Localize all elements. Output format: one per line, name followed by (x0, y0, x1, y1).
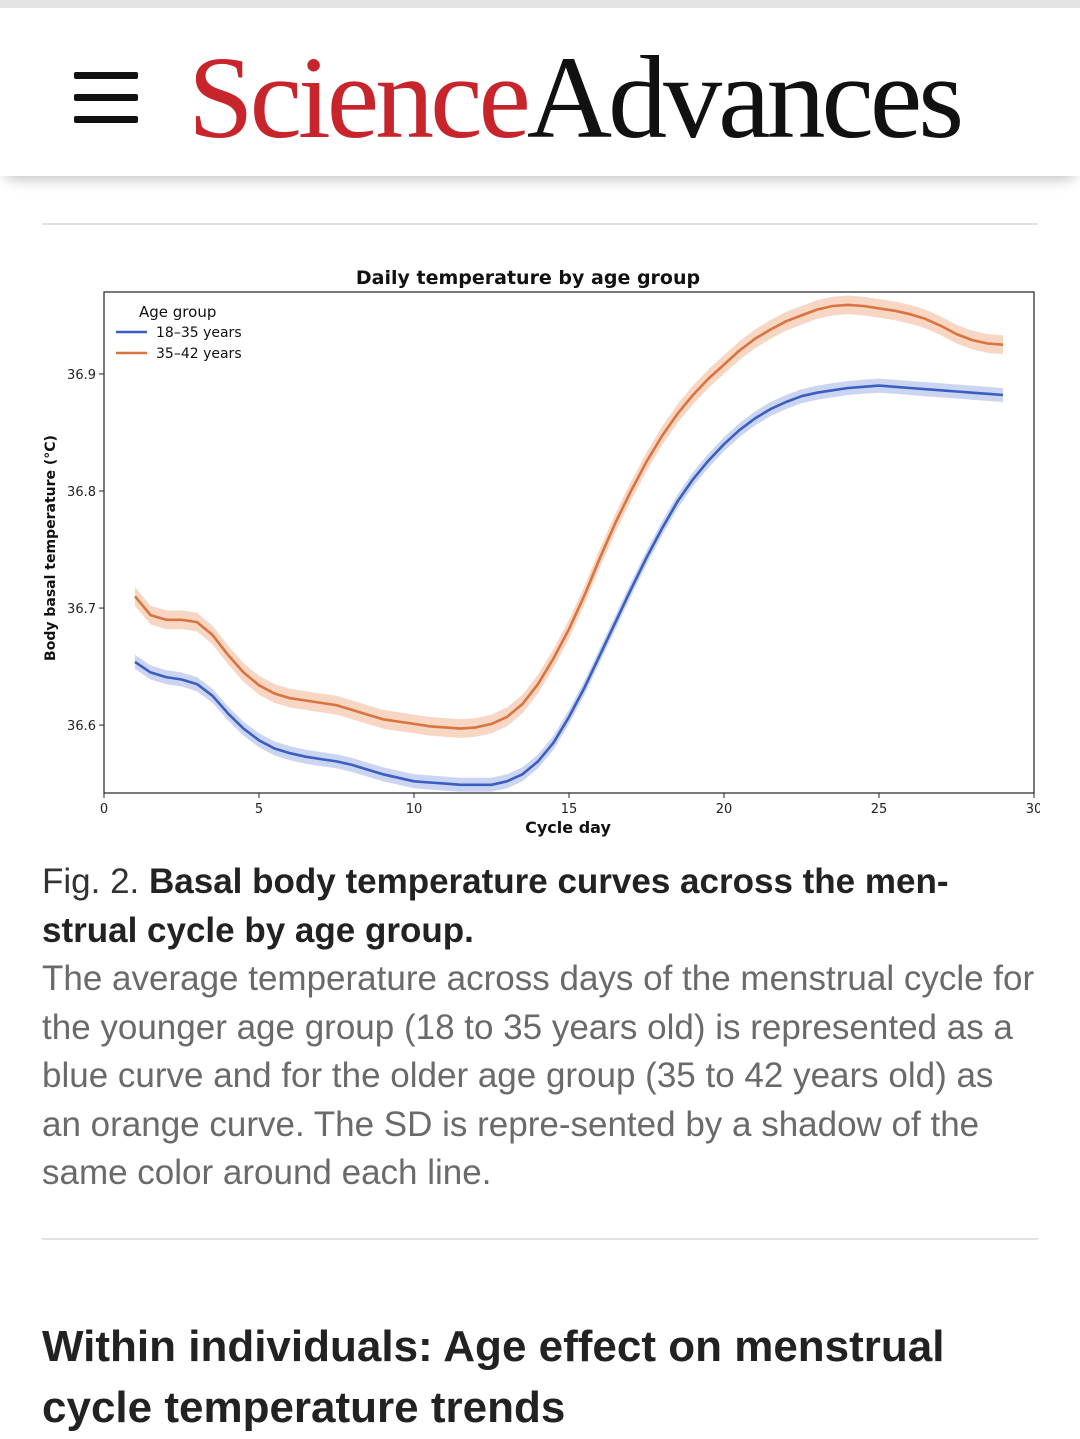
legend-label-young: 18–35 years (156, 325, 242, 341)
x-tick-label: 30 (1026, 802, 1040, 817)
figure-caption-text: The average temperature across days of t… (42, 959, 1035, 1192)
science-advances-logo[interactable]: ScienceAdvances (188, 28, 964, 168)
figure-caption: Fig. 2. Basal body temperature curves ac… (42, 858, 1038, 1198)
series-line-old (133, 303, 1004, 730)
figure-label: Fig. 2. (42, 862, 140, 901)
y-tick-label: 36.6 (67, 719, 96, 734)
x-axis-label: Cycle day (525, 818, 611, 837)
figure-2-chart: Daily temperature by age group 0 5 10 15 20 2… (43, 267, 1040, 837)
hamburger-menu-icon[interactable] (74, 72, 138, 124)
sd-band-old (135, 295, 1003, 738)
divider-top (42, 223, 1038, 225)
logo-advances: Advances (526, 32, 964, 163)
site-header: ScienceAdvances (0, 8, 1080, 176)
top-strip (0, 0, 1080, 8)
section-heading: Within individuals: Age effect on menstr… (42, 1322, 945, 1432)
chart-legend: Age group 18–35 years 35–42 years (116, 303, 242, 362)
logo-science: Science (188, 32, 531, 163)
y-tick-label: 36.9 (67, 368, 96, 383)
y-axis-label: Body basal temperature (°C) (43, 435, 59, 661)
x-tick-label: 15 (561, 802, 578, 817)
chart-title: Daily temperature by age group (356, 267, 700, 289)
x-tick-label: 5 (255, 802, 263, 817)
divider-bottom (42, 1238, 1038, 1240)
series-line-young (134, 384, 1004, 787)
x-tick-label: 25 (871, 802, 888, 817)
sd-band-young (135, 378, 1003, 792)
x-tick-label: 0 (100, 802, 108, 817)
legend-label-old: 35–42 years (156, 346, 242, 362)
legend-title: Age group (139, 303, 216, 321)
figure-title: Basal body temperature curves across the… (42, 862, 949, 950)
y-tick-label: 36.8 (67, 485, 96, 500)
y-tick-label: 36.7 (67, 602, 96, 617)
x-tick-label: 20 (716, 802, 733, 817)
x-tick-label: 10 (406, 802, 423, 817)
